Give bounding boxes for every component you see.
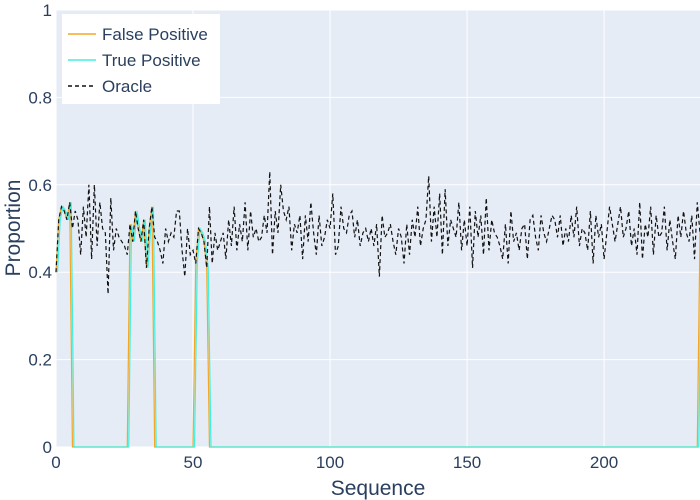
- y-tick-label: 0.8: [28, 88, 52, 107]
- legend[interactable]: False Positive True Positive Oracle: [62, 14, 220, 104]
- x-tick-label: 0: [51, 453, 60, 472]
- y-tick-label: 0.6: [28, 176, 52, 195]
- x-tick-label: 200: [590, 453, 618, 472]
- y-tick-label: 0.4: [28, 263, 52, 282]
- y-axis-title: Proportion: [2, 180, 25, 277]
- legend-label-true-positive: True Positive: [102, 51, 201, 70]
- x-tick-label: 100: [316, 453, 344, 472]
- x-tick-label: 50: [184, 453, 203, 472]
- series-oracle: [55, 171, 700, 295]
- y-tick-label: 0.2: [28, 351, 52, 370]
- legend-label-false-positive: False Positive: [102, 25, 208, 44]
- y-tick-label: 1: [43, 1, 52, 20]
- tick-labels: 0 50 100 150 200 0 0.2 0.4 0.6 0.8 1: [28, 1, 618, 472]
- series-true-positive: [56, 202, 700, 448]
- x-axis-title: Sequence: [331, 477, 426, 500]
- x-tick-label: 150: [453, 453, 481, 472]
- y-tick-label: 0: [43, 438, 52, 457]
- legend-label-oracle: Oracle: [102, 77, 152, 96]
- legend-box: [62, 14, 220, 104]
- series-layer: [55, 171, 700, 448]
